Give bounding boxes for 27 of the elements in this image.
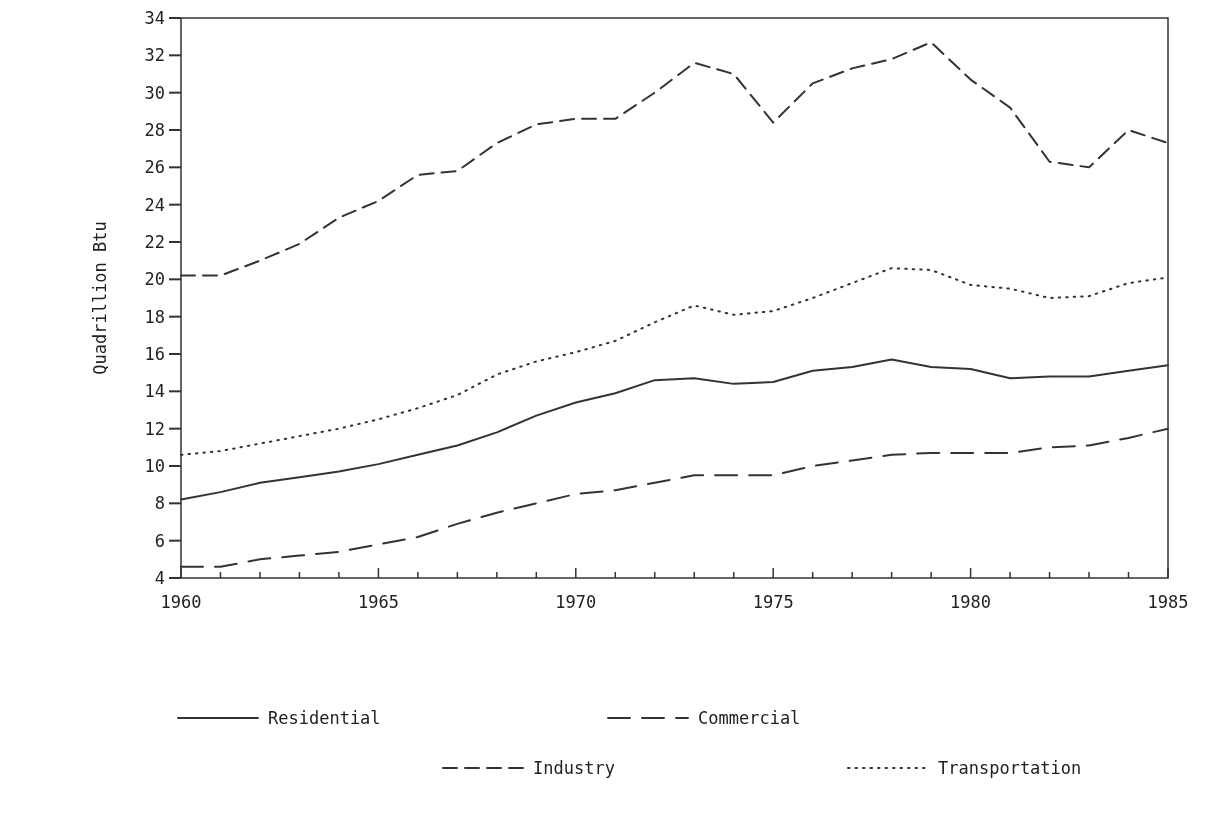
y-tick-label: 24: [144, 194, 165, 215]
y-tick-label: 14: [144, 381, 165, 402]
x-tick-label: 1965: [357, 592, 399, 612]
y-tick-label: 12: [144, 418, 165, 439]
y-tick-label: 30: [144, 82, 165, 103]
x-tick-label: 1975: [752, 592, 794, 612]
legend-label: Industry: [533, 757, 615, 778]
y-tick-label: 34: [144, 7, 165, 28]
legend-label: Commercial: [698, 707, 801, 728]
x-tick-label: 1970: [555, 592, 597, 612]
y-tick-label: 26: [144, 157, 165, 178]
y-axis-title: Quadrillion Btu: [90, 221, 110, 375]
y-tick-label: 6: [154, 530, 165, 551]
y-tick-label: 16: [144, 343, 165, 364]
x-tick-label: 1980: [950, 592, 992, 612]
y-tick-label: 10: [144, 455, 165, 476]
y-tick-label: 28: [144, 119, 165, 140]
x-tick-label: 1960: [160, 592, 202, 612]
y-tick-label: 32: [144, 45, 165, 66]
y-tick-label: 18: [144, 306, 165, 327]
legend-label: Transportation: [938, 757, 1082, 778]
y-tick-label: 20: [144, 269, 165, 290]
legend-label: Residential: [268, 707, 381, 728]
y-tick-label: 4: [154, 567, 165, 588]
x-tick-label: 1985: [1147, 592, 1189, 612]
y-tick-label: 22: [144, 231, 165, 252]
y-tick-label: 8: [154, 493, 165, 514]
